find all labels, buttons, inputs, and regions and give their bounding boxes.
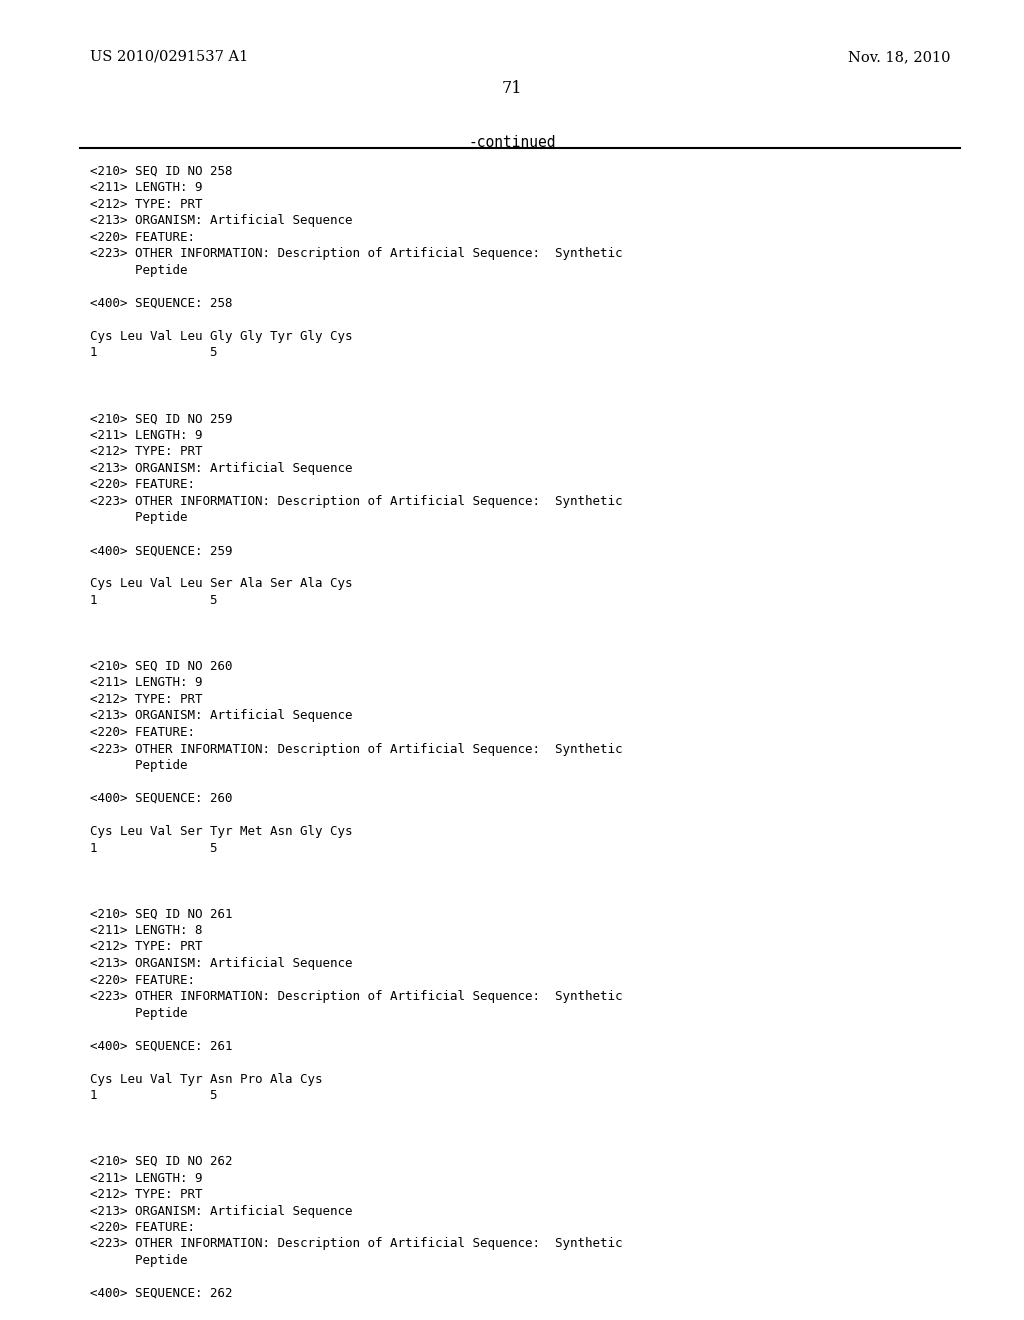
Text: <211> LENGTH: 9: <211> LENGTH: 9 bbox=[90, 1172, 203, 1184]
Text: 1               5: 1 5 bbox=[90, 594, 217, 607]
Text: <210> SEQ ID NO 258: <210> SEQ ID NO 258 bbox=[90, 165, 232, 178]
Text: Peptide: Peptide bbox=[90, 511, 187, 524]
Text: <211> LENGTH: 9: <211> LENGTH: 9 bbox=[90, 429, 203, 442]
Text: Peptide: Peptide bbox=[90, 1006, 187, 1019]
Text: <400> SEQUENCE: 259: <400> SEQUENCE: 259 bbox=[90, 544, 232, 557]
Text: <211> LENGTH: 9: <211> LENGTH: 9 bbox=[90, 181, 203, 194]
Text: <212> TYPE: PRT: <212> TYPE: PRT bbox=[90, 445, 203, 458]
Text: <210> SEQ ID NO 260: <210> SEQ ID NO 260 bbox=[90, 660, 232, 673]
Text: <223> OTHER INFORMATION: Description of Artificial Sequence:  Synthetic: <223> OTHER INFORMATION: Description of … bbox=[90, 990, 623, 1003]
Text: Peptide: Peptide bbox=[90, 1254, 187, 1267]
Text: <212> TYPE: PRT: <212> TYPE: PRT bbox=[90, 1188, 203, 1201]
Text: <220> FEATURE:: <220> FEATURE: bbox=[90, 1221, 195, 1234]
Text: 1               5: 1 5 bbox=[90, 346, 217, 359]
Text: <400> SEQUENCE: 258: <400> SEQUENCE: 258 bbox=[90, 297, 232, 310]
Text: <400> SEQUENCE: 260: <400> SEQUENCE: 260 bbox=[90, 792, 232, 805]
Text: <220> FEATURE:: <220> FEATURE: bbox=[90, 726, 195, 739]
Text: 71: 71 bbox=[502, 81, 522, 96]
Text: -continued: -continued bbox=[468, 135, 556, 150]
Text: <223> OTHER INFORMATION: Description of Artificial Sequence:  Synthetic: <223> OTHER INFORMATION: Description of … bbox=[90, 1237, 623, 1250]
Text: <213> ORGANISM: Artificial Sequence: <213> ORGANISM: Artificial Sequence bbox=[90, 1205, 352, 1217]
Text: <210> SEQ ID NO 259: <210> SEQ ID NO 259 bbox=[90, 412, 232, 425]
Text: Nov. 18, 2010: Nov. 18, 2010 bbox=[848, 50, 950, 63]
Text: <212> TYPE: PRT: <212> TYPE: PRT bbox=[90, 198, 203, 211]
Text: 1               5: 1 5 bbox=[90, 842, 217, 854]
Text: <213> ORGANISM: Artificial Sequence: <213> ORGANISM: Artificial Sequence bbox=[90, 957, 352, 970]
Text: <212> TYPE: PRT: <212> TYPE: PRT bbox=[90, 693, 203, 706]
Text: <213> ORGANISM: Artificial Sequence: <213> ORGANISM: Artificial Sequence bbox=[90, 214, 352, 227]
Text: Cys Leu Val Leu Ser Ala Ser Ala Cys: Cys Leu Val Leu Ser Ala Ser Ala Cys bbox=[90, 577, 352, 590]
Text: <210> SEQ ID NO 262: <210> SEQ ID NO 262 bbox=[90, 1155, 232, 1168]
Text: Cys Leu Val Ser Tyr Met Asn Gly Cys: Cys Leu Val Ser Tyr Met Asn Gly Cys bbox=[90, 825, 352, 838]
Text: Peptide: Peptide bbox=[90, 264, 187, 277]
Text: <220> FEATURE:: <220> FEATURE: bbox=[90, 974, 195, 986]
Text: <400> SEQUENCE: 262: <400> SEQUENCE: 262 bbox=[90, 1287, 232, 1300]
Text: Peptide: Peptide bbox=[90, 759, 187, 772]
Text: US 2010/0291537 A1: US 2010/0291537 A1 bbox=[90, 50, 248, 63]
Text: <220> FEATURE:: <220> FEATURE: bbox=[90, 478, 195, 491]
Text: <211> LENGTH: 8: <211> LENGTH: 8 bbox=[90, 924, 203, 937]
Text: <213> ORGANISM: Artificial Sequence: <213> ORGANISM: Artificial Sequence bbox=[90, 462, 352, 475]
Text: 1               5: 1 5 bbox=[90, 1089, 217, 1102]
Text: <223> OTHER INFORMATION: Description of Artificial Sequence:  Synthetic: <223> OTHER INFORMATION: Description of … bbox=[90, 742, 623, 755]
Text: Cys Leu Val Tyr Asn Pro Ala Cys: Cys Leu Val Tyr Asn Pro Ala Cys bbox=[90, 1072, 323, 1085]
Text: <211> LENGTH: 9: <211> LENGTH: 9 bbox=[90, 676, 203, 689]
Text: <400> SEQUENCE: 261: <400> SEQUENCE: 261 bbox=[90, 1040, 232, 1052]
Text: <223> OTHER INFORMATION: Description of Artificial Sequence:  Synthetic: <223> OTHER INFORMATION: Description of … bbox=[90, 247, 623, 260]
Text: <223> OTHER INFORMATION: Description of Artificial Sequence:  Synthetic: <223> OTHER INFORMATION: Description of … bbox=[90, 495, 623, 508]
Text: <220> FEATURE:: <220> FEATURE: bbox=[90, 231, 195, 244]
Text: <213> ORGANISM: Artificial Sequence: <213> ORGANISM: Artificial Sequence bbox=[90, 710, 352, 722]
Text: <212> TYPE: PRT: <212> TYPE: PRT bbox=[90, 940, 203, 953]
Text: <210> SEQ ID NO 261: <210> SEQ ID NO 261 bbox=[90, 908, 232, 920]
Text: Cys Leu Val Leu Gly Gly Tyr Gly Cys: Cys Leu Val Leu Gly Gly Tyr Gly Cys bbox=[90, 330, 352, 343]
